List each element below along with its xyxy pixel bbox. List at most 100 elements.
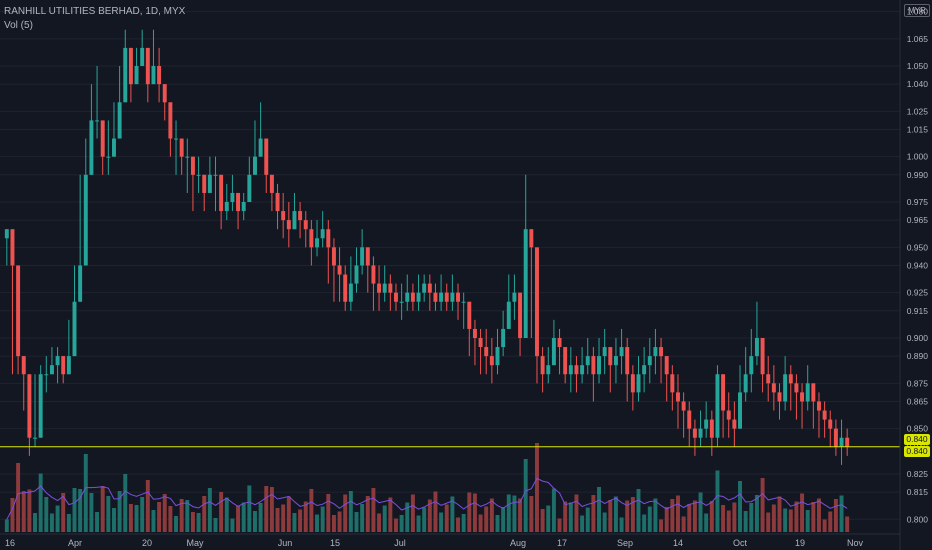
volume-bar: [580, 515, 585, 532]
candle-body: [636, 374, 641, 393]
volume-bar: [670, 499, 675, 532]
candle-body: [219, 174, 224, 212]
volume-bar: [309, 489, 314, 532]
candle-body: [489, 356, 494, 366]
price-tick-label: 0.800: [907, 514, 929, 524]
candle-body: [608, 347, 613, 366]
volume-bar: [839, 495, 844, 532]
candle-body: [326, 229, 331, 248]
candle-body: [213, 174, 218, 176]
volume-bar: [647, 506, 652, 532]
candle-body: [800, 392, 805, 402]
symbol-title[interactable]: RANHILL UTILITIES BERHAD, 1D, MYX: [4, 6, 186, 17]
volume-bar: [444, 504, 449, 532]
candle-body: [298, 211, 303, 221]
volume-bar: [202, 496, 207, 532]
volume-bar: [489, 498, 494, 532]
candle-body: [653, 347, 658, 357]
candle-body: [523, 229, 528, 338]
candle-body: [766, 374, 771, 384]
candle-body: [371, 265, 376, 284]
candle-body: [89, 120, 94, 175]
candle-body: [715, 374, 720, 438]
volume-bar: [360, 504, 365, 532]
candle-body: [732, 419, 737, 429]
candle-body: [625, 347, 630, 375]
volume-bar: [501, 507, 506, 532]
volume-bar: [551, 488, 556, 532]
volume-bar: [636, 489, 641, 532]
candle-body: [168, 102, 173, 139]
volume-bar: [591, 495, 596, 532]
candle-body: [721, 374, 726, 411]
candle-body: [518, 292, 523, 338]
volume-bar: [10, 498, 15, 532]
volume-bar: [337, 511, 342, 532]
candle-body: [535, 247, 539, 357]
volume-bar: [365, 496, 370, 532]
candle-body: [687, 410, 692, 429]
candle-body: [416, 292, 421, 302]
time-tick-label: Oct: [733, 538, 748, 548]
candle-body: [134, 66, 139, 85]
chart-legend: RANHILL UTILITIES BERHAD, 1D, MYX Vol (5…: [4, 5, 185, 33]
candle-body: [659, 347, 664, 357]
volume-bar: [563, 501, 568, 532]
time-tick-label: Jun: [278, 538, 293, 548]
volume-bar: [535, 443, 539, 532]
volume-bar: [66, 514, 71, 532]
candle-body: [771, 383, 776, 393]
candle-body: [738, 392, 742, 429]
volume-bar: [512, 495, 517, 532]
price-tick-label: 0.900: [907, 333, 929, 343]
volume-bar: [410, 494, 415, 532]
volume-bar: [540, 509, 545, 532]
currency-badge[interactable]: MYR: [904, 4, 930, 17]
candle-body: [83, 174, 88, 266]
price-tick-label: 0.975: [907, 197, 929, 207]
volume-bar: [506, 494, 511, 532]
price-tick-label: 0.850: [907, 424, 929, 434]
candle-body: [185, 156, 190, 158]
volume-bar: [394, 518, 398, 532]
candle-body: [49, 365, 54, 375]
candle-body: [281, 211, 286, 221]
candle-body: [275, 192, 280, 212]
candle-body: [95, 120, 100, 122]
candle-body: [833, 428, 838, 447]
time-axis[interactable]: 16 Apr 20 May Jun 15 Jul Aug 17 Sep 14 Oct 19 Nov: [5, 538, 864, 548]
candle-body: [202, 174, 207, 193]
volume-bar: [461, 514, 466, 532]
candle-body: [557, 337, 562, 348]
candle-body: [467, 301, 472, 329]
candle-body: [777, 392, 782, 402]
volume-bar: [664, 507, 669, 532]
volume-bar: [467, 492, 472, 532]
volume-bar: [433, 491, 438, 532]
volume-bar: [377, 513, 382, 532]
candle-body: [33, 437, 37, 439]
volume-indicator-label[interactable]: Vol (5): [4, 20, 33, 31]
time-tick-label: Apr: [68, 538, 82, 548]
candle-body: [619, 347, 624, 357]
candle-body: [61, 356, 66, 375]
candle-body: [66, 356, 71, 375]
volume-bar: [822, 519, 827, 532]
volume-bar: [805, 510, 810, 532]
candle-body: [269, 174, 274, 193]
volume-bar: [399, 515, 404, 532]
volume-bar: [106, 496, 111, 532]
volume-bar: [811, 502, 816, 532]
volume-bar: [574, 494, 579, 532]
time-tick-label: Aug: [510, 538, 526, 548]
candle-body: [546, 365, 551, 375]
volume-bar: [788, 509, 793, 532]
volume-bar: [179, 499, 184, 532]
volume-bar: [128, 504, 133, 532]
volume-bar: [704, 513, 709, 532]
candle-body: [551, 337, 556, 366]
volume-bar: [771, 504, 776, 532]
candle-body: [320, 229, 325, 239]
candle-body: [681, 401, 686, 411]
